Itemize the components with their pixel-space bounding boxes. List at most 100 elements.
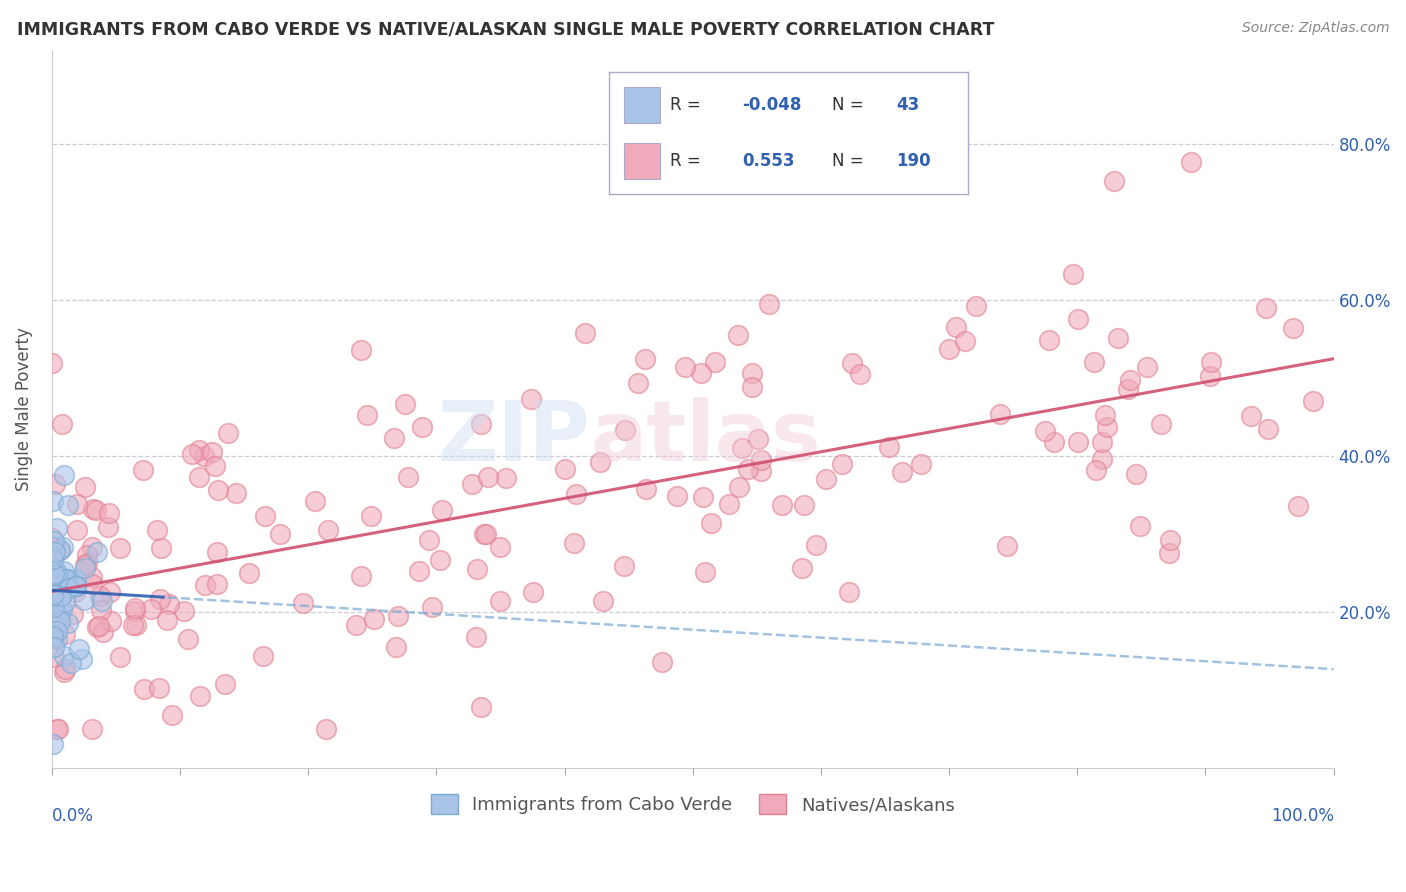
Point: [201, 445, 224, 459]
Point: [52, 540, 75, 554]
Point: [429, 552, 451, 566]
Point: [90, 603, 112, 617]
Point: [1062, 267, 1084, 281]
Point: [91, 625, 114, 640]
Point: [76, 548, 98, 562]
Point: [420, 600, 443, 615]
Legend: Immigrants from Cabo Verde, Natives/Alaskans: Immigrants from Cabo Verde, Natives/Alas…: [422, 785, 963, 823]
Point: [41, 552, 63, 566]
Point: [44, 562, 66, 576]
Point: [66, 497, 89, 511]
Point: [589, 455, 612, 469]
Point: [1119, 373, 1142, 387]
Point: [67, 642, 90, 657]
Point: [565, 487, 588, 501]
Point: [253, 508, 276, 523]
Point: [124, 601, 146, 615]
Point: [877, 440, 900, 454]
Point: [214, 677, 236, 691]
Point: [205, 545, 228, 559]
Point: [718, 497, 741, 511]
Point: [134, 681, 156, 696]
Point: [465, 630, 488, 644]
Point: [73, 480, 96, 494]
Text: Source: ZipAtlas.com: Source: ZipAtlas.com: [1241, 21, 1389, 35]
Point: [1257, 422, 1279, 436]
Point: [690, 366, 713, 380]
Point: [41, 540, 63, 554]
Point: [470, 417, 492, 431]
Point: [76, 556, 98, 570]
Point: [97, 520, 120, 534]
Point: [995, 539, 1018, 553]
Point: [1286, 499, 1309, 513]
Point: [613, 558, 636, 573]
Point: [613, 423, 636, 437]
Point: [46, 520, 69, 534]
Point: [692, 490, 714, 504]
Point: [737, 461, 759, 475]
Point: [838, 585, 860, 599]
Point: [187, 442, 209, 457]
Point: [394, 397, 416, 411]
Point: [149, 591, 172, 606]
Point: [1240, 409, 1263, 423]
Point: [269, 527, 291, 541]
Point: [53, 594, 76, 608]
Point: [42, 572, 65, 586]
Point: [42, 632, 65, 646]
Point: [1104, 174, 1126, 188]
Point: [132, 463, 155, 477]
Point: [53, 662, 76, 676]
Point: [1066, 435, 1088, 450]
Point: [56, 498, 79, 512]
Point: [252, 648, 274, 663]
Point: [385, 640, 408, 655]
Point: [634, 483, 657, 497]
Point: [988, 408, 1011, 422]
Point: [51, 417, 73, 431]
Point: [465, 562, 488, 576]
Point: [489, 594, 512, 608]
Point: [53, 577, 76, 591]
Point: [562, 536, 585, 550]
Point: [173, 604, 195, 618]
Point: [157, 597, 180, 611]
Point: [46, 577, 69, 591]
Point: [945, 320, 967, 334]
Point: [938, 342, 960, 356]
Point: [1254, 301, 1277, 315]
Point: [139, 601, 162, 615]
Point: [41, 601, 63, 615]
Point: [292, 596, 315, 610]
Point: [1091, 434, 1114, 449]
Point: [554, 462, 576, 476]
Point: [488, 540, 510, 554]
Point: [1116, 382, 1139, 396]
Point: [41, 531, 63, 545]
Point: [86, 503, 108, 517]
Point: [1282, 321, 1305, 335]
Point: [121, 618, 143, 632]
Point: [48, 614, 70, 628]
Point: [350, 568, 373, 582]
Point: [194, 578, 217, 592]
Point: [86, 620, 108, 634]
Point: [177, 632, 200, 647]
Point: [634, 352, 657, 367]
Point: [770, 498, 793, 512]
Point: [418, 533, 440, 547]
Point: [42, 587, 65, 601]
Text: 100.0%: 100.0%: [1271, 807, 1334, 825]
Point: [89, 590, 111, 604]
Point: [1091, 452, 1114, 467]
Point: [46, 624, 69, 638]
Point: [627, 376, 650, 390]
Point: [1180, 155, 1202, 169]
Point: [396, 470, 419, 484]
Point: [75, 561, 97, 575]
Point: [44, 476, 66, 491]
Y-axis label: Single Male Poverty: Single Male Poverty: [15, 327, 32, 491]
Point: [1125, 467, 1147, 481]
Point: [741, 380, 763, 394]
